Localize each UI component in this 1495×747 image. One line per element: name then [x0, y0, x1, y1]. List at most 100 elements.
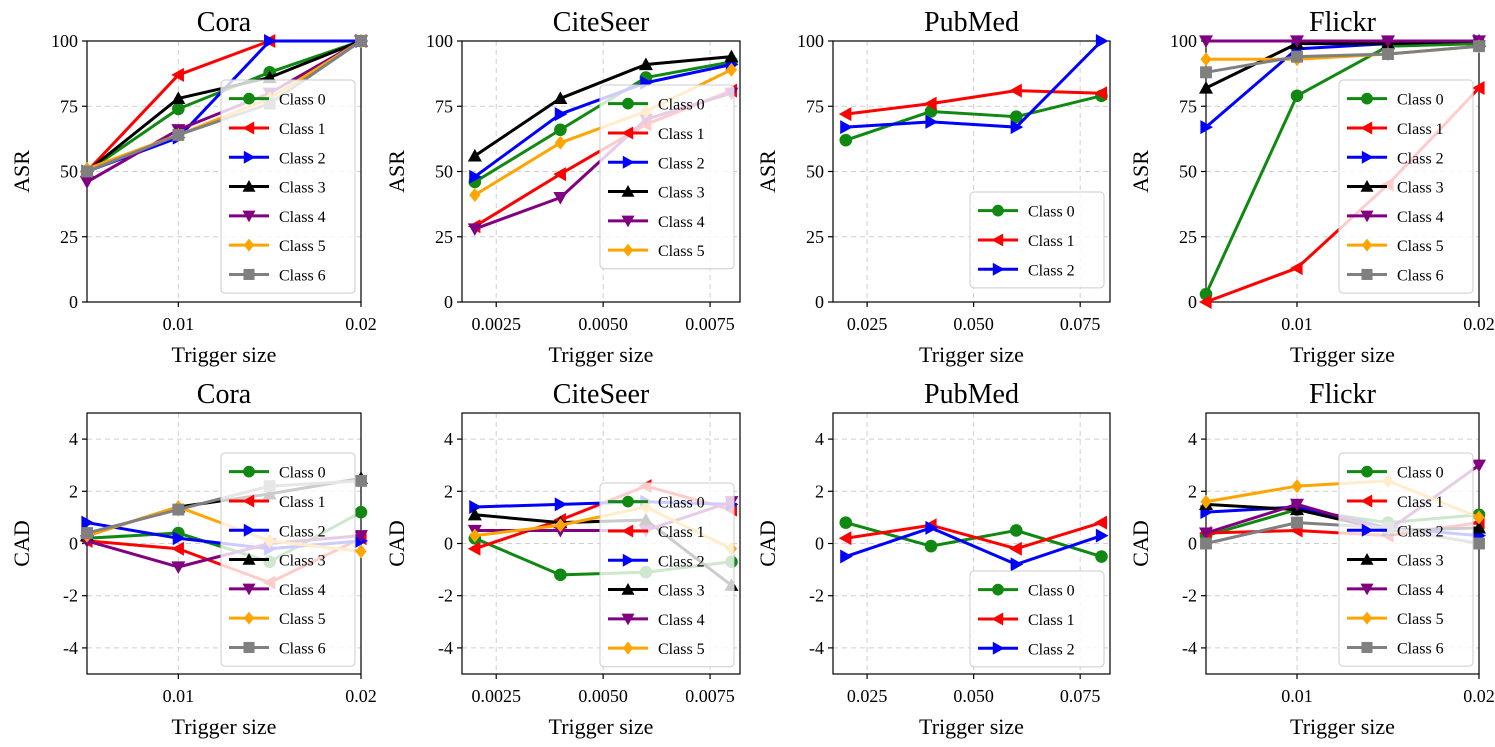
data-point	[1290, 35, 1304, 48]
legend-label: Class 2	[1028, 641, 1075, 658]
legend-entry: Class 1	[1347, 494, 1444, 511]
legend-label: Class 1	[1028, 233, 1075, 250]
series-class-0	[839, 516, 1108, 563]
legend-entry: Class 4	[1347, 209, 1444, 226]
data-point	[1473, 510, 1485, 525]
data-point	[554, 107, 568, 122]
x-tick-label: 0.01	[163, 686, 195, 706]
chart-title: Cora	[197, 379, 252, 410]
data-point	[838, 531, 852, 546]
legend-marker	[621, 126, 634, 140]
legend-entry: Class 2	[978, 262, 1075, 279]
legend-marker	[242, 121, 255, 135]
legend-entry: Class 2	[608, 155, 705, 172]
y-tick-label: 0	[815, 534, 824, 554]
legend-label: Class 0	[658, 97, 705, 114]
series-class-2	[840, 34, 1109, 135]
data-point	[469, 528, 481, 543]
legend-entry: Class 5	[1347, 238, 1444, 255]
data-point	[553, 167, 566, 182]
data-point	[1381, 35, 1395, 48]
legend-box	[969, 191, 1105, 289]
data-point	[469, 169, 482, 184]
data-point	[1200, 537, 1212, 550]
legend-label: Class 1	[1397, 494, 1444, 511]
y-axis-label: CAD	[384, 520, 409, 566]
y-tick-label: 0	[1188, 534, 1197, 554]
legend-entry: Class 2	[229, 150, 326, 167]
data-point	[840, 120, 853, 135]
data-point	[1010, 557, 1024, 572]
x-tick-label: 0.02	[1463, 314, 1495, 334]
y-tick-label: 0	[444, 534, 453, 554]
y-tick-label: 25	[435, 227, 453, 247]
legend: Class 0 Class 1 Class 2	[969, 570, 1105, 668]
data-point	[1009, 541, 1022, 556]
legend-entry: Class 5	[1347, 611, 1444, 628]
data-point	[838, 107, 852, 122]
legend-label: Class 3	[658, 583, 705, 600]
y-tick-label: 2	[69, 481, 78, 501]
data-point	[1382, 48, 1394, 60]
data-point	[171, 91, 186, 105]
legend-entry: Class 6	[229, 267, 326, 284]
x-axis-label: Trigger size	[1290, 714, 1395, 739]
y-tick-label: 75	[806, 96, 824, 116]
data-point	[1199, 35, 1213, 48]
legend: Class 0 Class 1 Class 2 Class 3 Class 4 Class…	[599, 482, 735, 668]
legend-marker	[1361, 465, 1373, 478]
y-tick-label: -2	[438, 586, 453, 606]
legend-label: Class 4	[279, 582, 326, 599]
legend-entry: Class 0	[608, 97, 705, 114]
data-point	[1291, 516, 1303, 529]
legend-label: Class 3	[1397, 180, 1444, 197]
data-point	[925, 114, 939, 129]
y-tick-label: -2	[809, 586, 824, 606]
legend-marker	[243, 92, 255, 105]
legend-label: Class 5	[1397, 238, 1444, 255]
data-point	[1094, 515, 1108, 530]
legend-entry: Class 4	[608, 612, 705, 629]
data-point	[355, 544, 367, 559]
legend-marker	[242, 210, 256, 223]
data-point	[554, 568, 567, 582]
y-tick-label: 100	[51, 31, 78, 51]
x-axis-label: Trigger size	[172, 342, 277, 367]
data-point	[554, 135, 566, 150]
data-point	[925, 520, 939, 535]
data-point	[839, 133, 853, 147]
y-tick-label: 100	[797, 31, 824, 51]
legend-entry: Class 1	[978, 612, 1075, 629]
legend-label: Class 3	[279, 180, 326, 197]
legend-entry: Class 5	[229, 238, 326, 255]
data-point	[469, 499, 482, 514]
y-tick-label: -2	[63, 586, 78, 606]
legend-label: Class 2	[279, 150, 326, 167]
data-point	[1290, 498, 1304, 512]
y-tick-label: 50	[806, 162, 824, 182]
legend-label: Class 5	[658, 243, 705, 260]
data-point	[172, 531, 186, 546]
data-point	[467, 223, 482, 236]
legend-marker	[1360, 180, 1374, 192]
data-point	[81, 165, 93, 178]
y-tick-label: 25	[1179, 227, 1197, 247]
legend-marker	[242, 553, 256, 565]
data-point	[725, 62, 738, 77]
legend-marker	[991, 612, 1004, 626]
y-tick-label: 4	[1188, 429, 1197, 449]
data-point	[1291, 479, 1303, 494]
x-axis-label: Trigger size	[549, 714, 654, 739]
chart-panel-7: PubMed 0.025 0.050 0.075 -4 -2 0 2 4 Trigger size…	[755, 379, 1111, 739]
x-tick-label: 0.0025	[471, 314, 521, 334]
data-point	[172, 129, 185, 141]
data-point	[1199, 295, 1212, 309]
chart-title: Flickr	[1309, 7, 1377, 38]
data-point	[467, 148, 482, 162]
y-tick-label: -4	[438, 638, 453, 658]
y-axis-label: CAD	[9, 520, 34, 566]
legend-marker	[621, 613, 635, 626]
legend-marker	[1360, 210, 1374, 223]
legend-box	[220, 79, 356, 294]
